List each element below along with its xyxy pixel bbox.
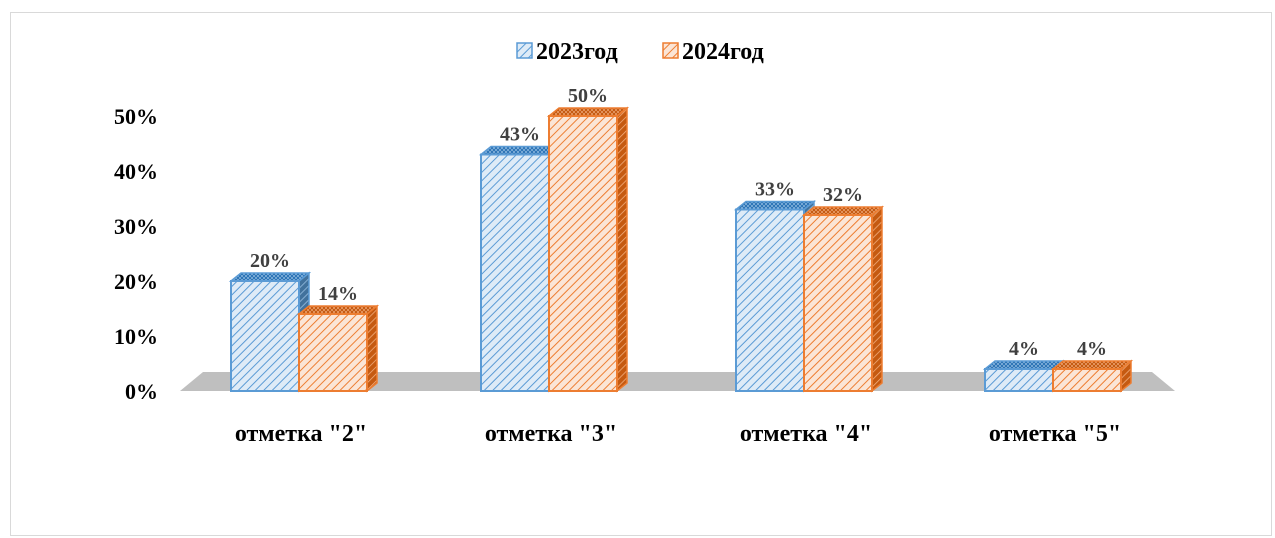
legend: 2023год 2024год (516, 39, 764, 65)
legend-swatch-2024 (662, 42, 679, 59)
y-axis: 0% 10% 20% 30% 40% 50% (114, 104, 158, 404)
bar-front-face (803, 214, 873, 392)
data-label: 4% (1009, 338, 1039, 360)
bar-top-face (801, 206, 885, 216)
bar-top-face (1050, 360, 1134, 370)
bar-2023-4 (733, 199, 817, 393)
bar-front-face (480, 153, 550, 392)
bars-group (228, 106, 1134, 393)
bar-side-face (616, 106, 628, 393)
bar-front-face (548, 115, 618, 392)
bar-top-face (982, 360, 1066, 370)
bar-top-face (478, 145, 562, 156)
data-label: 32% (823, 184, 863, 206)
bar-top-face (296, 305, 380, 315)
y-tick-label: 20% (114, 269, 158, 294)
legend-swatch-2023 (516, 42, 533, 59)
data-label: 33% (755, 179, 795, 201)
bar-front-face (230, 280, 300, 392)
x-tick-label: отметка "5" (989, 421, 1121, 447)
bar-2023-3 (478, 144, 562, 393)
bar-top-face (733, 200, 817, 211)
x-tick-label: отметка "3" (485, 421, 617, 447)
y-tick-label: 0% (125, 379, 158, 404)
bar-front-face (1052, 368, 1122, 392)
data-label: 14% (318, 283, 358, 305)
x-tick-label: отметка "4" (740, 421, 872, 447)
bar-front-face (735, 208, 805, 392)
chart-frame (10, 12, 1272, 536)
bar-side-face (871, 205, 883, 393)
x-tick-label: отметка "2" (235, 421, 367, 447)
legend-label-2024: 2024год (682, 39, 764, 65)
bar-front-face (298, 313, 368, 392)
bar-top-face (546, 107, 630, 117)
data-label: 4% (1077, 338, 1107, 360)
bar-top-face (228, 272, 312, 282)
data-label: 50% (568, 85, 608, 107)
bar-2024-3 (546, 106, 630, 393)
bar-2024-5 (1050, 359, 1134, 393)
bar-2023-2 (228, 271, 312, 393)
data-label: 20% (250, 250, 290, 272)
y-tick-label: 10% (114, 324, 158, 349)
bar-2024-2 (296, 304, 380, 393)
data-labels-group: 20% 14% 43% 50% 33% 32% 4% 4% (250, 85, 1107, 360)
chart-floor (180, 372, 1175, 391)
bar-2024-4 (801, 205, 885, 393)
data-label: 43% (500, 124, 540, 146)
legend-label-2023: 2023год (536, 39, 618, 65)
bar-2023-5 (982, 359, 1066, 393)
bar-side-face (366, 304, 378, 393)
y-tick-label: 50% (114, 104, 158, 129)
bar-front-face (984, 368, 1054, 392)
y-tick-label: 40% (114, 159, 158, 184)
x-axis: отметка "2" отметка "3" отметка "4" отметка… (235, 421, 1121, 447)
y-tick-label: 30% (114, 214, 158, 239)
